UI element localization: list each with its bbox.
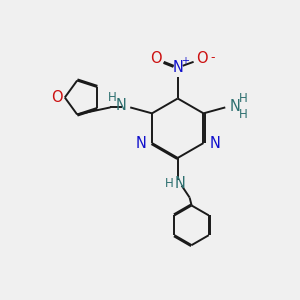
Text: N: N — [229, 99, 240, 114]
Text: N: N — [172, 60, 183, 75]
Text: +: + — [181, 56, 189, 66]
Text: N: N — [135, 136, 146, 151]
Text: O: O — [150, 51, 162, 66]
Text: N: N — [174, 176, 185, 191]
Text: O: O — [196, 51, 207, 66]
Text: -: - — [210, 51, 215, 64]
Text: O: O — [51, 90, 63, 105]
Text: H: H — [239, 92, 248, 105]
Text: N: N — [116, 98, 126, 113]
Text: H: H — [108, 91, 116, 104]
Text: H: H — [164, 177, 173, 190]
Text: H: H — [239, 108, 248, 121]
Text: N: N — [209, 136, 220, 151]
